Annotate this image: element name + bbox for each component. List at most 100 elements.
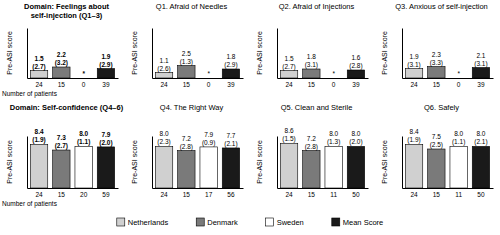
bar	[97, 69, 114, 79]
y-label: Pre-ASI score	[381, 140, 388, 184]
legend-swatch	[332, 218, 340, 226]
bar	[222, 69, 239, 78]
data-label: 1.9(2.9)	[99, 53, 112, 69]
bar	[97, 147, 114, 188]
data-label-line: 8.4	[410, 128, 419, 135]
title-line: Q2. Afraid of Injections	[279, 2, 355, 11]
y-axis-line	[27, 29, 28, 79]
bar	[75, 146, 92, 188]
patient-count: 24	[410, 81, 418, 88]
data-label-line: 1.9	[101, 53, 110, 60]
x-axis	[278, 78, 369, 79]
data-label-line: (3.2)	[55, 59, 68, 67]
bar	[303, 69, 320, 78]
data-label: *	[332, 70, 335, 77]
data-label: 1.5(2.7)	[32, 55, 45, 71]
data-label-line: 7.7	[226, 132, 235, 139]
patient-count: 39	[102, 81, 110, 88]
y-axis	[277, 29, 278, 79]
legend-label: Mean Score	[343, 218, 383, 227]
data-label-line: 7.3	[57, 134, 66, 141]
legend-label: Netherlands	[128, 218, 169, 227]
patient-count: 24	[285, 191, 293, 198]
title-line: self-injection (Q1–3)	[31, 11, 103, 20]
data-label-line: (1.9)	[407, 136, 420, 144]
x-label: Number of patients	[2, 200, 58, 208]
y-axis	[27, 29, 28, 79]
bar	[178, 66, 195, 79]
patient-count: 15	[433, 81, 441, 88]
data-label: 1.8(2.9)	[224, 53, 237, 69]
data-label: 2.1(3.1)	[474, 52, 487, 68]
data-label-line: 8.6	[285, 127, 294, 134]
y-axis	[277, 137, 278, 189]
panel: Q1. Afraid of NeedlesPre-ASI score1.1(2.…	[131, 2, 244, 88]
data-label: 8.0(1.1)	[77, 130, 90, 146]
bars	[155, 146, 239, 188]
patient-count: 39	[352, 81, 360, 88]
data-label-line: (2.3)	[157, 138, 170, 146]
data-label-line: 1.9	[410, 53, 419, 60]
title-line: Domain: Self-confidence (Q4–6)	[10, 103, 124, 112]
data-label: 7.9(0.9)	[202, 131, 215, 147]
bar	[155, 146, 172, 188]
data-label: 8.0(1.1)	[452, 130, 465, 146]
patient-count: 0	[207, 81, 211, 88]
data-label-line: (2.1)	[474, 138, 487, 146]
bar	[472, 146, 489, 188]
bar	[222, 148, 239, 188]
data-label-line: 8.0	[351, 130, 360, 137]
panel: Q2. Afraid of Injections Pre-ASI score 1.5…	[256, 2, 369, 88]
data-label-line: (2.9)	[99, 61, 112, 69]
bars	[280, 69, 364, 78]
data-label-line: 7.5	[432, 133, 441, 140]
x-axis-line	[153, 188, 244, 189]
bar	[30, 144, 47, 188]
y-axis-line	[277, 29, 278, 79]
data-label-line: (1.3)	[327, 138, 340, 146]
x-axis	[28, 188, 119, 189]
data-label-line: *	[457, 70, 460, 77]
y-label: Pre-ASI score	[6, 140, 13, 184]
data-label-line: 1.6	[351, 54, 360, 61]
data-label-line: (2.9)	[224, 61, 237, 69]
patient-count: 24	[160, 191, 168, 198]
data-label-line: 1.8	[307, 53, 316, 60]
patient-count: 0	[332, 81, 336, 88]
data-label-line: 8.4	[35, 128, 44, 135]
bars	[30, 144, 114, 188]
patient-count: 15	[58, 81, 66, 88]
data-label-line: (3.1)	[474, 60, 487, 68]
data-label-line: 7.2	[182, 135, 191, 142]
bar	[428, 67, 445, 79]
data-label-line: 1.5	[285, 55, 294, 62]
x-axis-line	[403, 78, 494, 79]
patient-count: 15	[308, 81, 316, 88]
patient-count: 20	[80, 191, 88, 198]
panel-title: Q5. Clean and Sterile	[281, 103, 353, 112]
data-label: 1.9(3.1)	[407, 53, 420, 69]
bar	[53, 67, 70, 78]
y-label: Pre-ASI score	[256, 31, 263, 75]
data-label: 2.3(3.3)	[430, 51, 443, 67]
patient-count: 56	[227, 191, 235, 198]
y-axis-line	[402, 137, 403, 189]
data-label: 7.3(2.7)	[55, 134, 68, 150]
data-label-line: 8.0	[160, 130, 169, 137]
data-label-line: (2.5)	[430, 141, 443, 149]
data-label: 2.2(3.2)	[55, 51, 68, 67]
x-axis-line	[28, 78, 119, 79]
data-label-line: (3.1)	[407, 61, 420, 69]
data-label-line: (2.0)	[349, 138, 362, 146]
panel-title: Q6. Safely	[424, 103, 459, 112]
patient-count: 0	[82, 81, 86, 88]
data-label-line: 1.1	[160, 57, 169, 64]
data-label-line: 2.5	[182, 50, 191, 57]
data-label-line: (1.1)	[77, 138, 90, 146]
legend-item: Denmark	[196, 218, 238, 227]
data-label-line: (2.7)	[32, 63, 45, 71]
legend: NetherlandsDenmarkSwedenMean Score	[117, 218, 383, 227]
y-axis-line	[277, 137, 278, 189]
data-label-line: 8.0	[476, 130, 485, 137]
bar	[178, 151, 195, 188]
